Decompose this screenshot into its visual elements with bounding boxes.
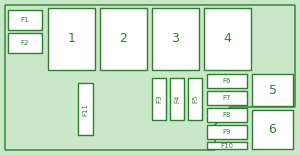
Text: 2: 2	[120, 33, 128, 46]
Text: F2: F2	[21, 40, 29, 46]
Bar	[207, 91, 247, 105]
Bar	[8, 10, 42, 30]
Bar	[204, 8, 251, 70]
Text: 6: 6	[268, 123, 276, 136]
Bar	[207, 125, 247, 139]
Text: 5: 5	[268, 84, 277, 97]
Text: F1: F1	[21, 17, 29, 23]
Text: F7: F7	[223, 95, 231, 101]
Text: F5: F5	[192, 95, 198, 103]
Bar	[207, 74, 247, 88]
Text: 3: 3	[172, 33, 179, 46]
Text: F6: F6	[223, 78, 231, 84]
Text: F10: F10	[220, 142, 233, 148]
Text: 4: 4	[224, 33, 231, 46]
Bar	[207, 142, 247, 149]
Polygon shape	[5, 5, 295, 150]
Bar	[207, 108, 247, 122]
Bar	[188, 78, 202, 120]
Bar	[252, 74, 293, 106]
Bar	[8, 33, 42, 53]
Bar	[48, 8, 95, 70]
Bar	[252, 110, 293, 149]
Bar	[152, 78, 166, 120]
Bar	[100, 8, 147, 70]
Bar	[78, 83, 93, 135]
Bar	[152, 8, 199, 70]
Text: F9: F9	[223, 129, 231, 135]
Text: F4: F4	[174, 95, 180, 103]
Text: F3: F3	[156, 95, 162, 103]
Bar	[170, 78, 184, 120]
Text: 1: 1	[68, 33, 75, 46]
Text: F8: F8	[223, 112, 231, 118]
Text: F11: F11	[82, 102, 88, 115]
